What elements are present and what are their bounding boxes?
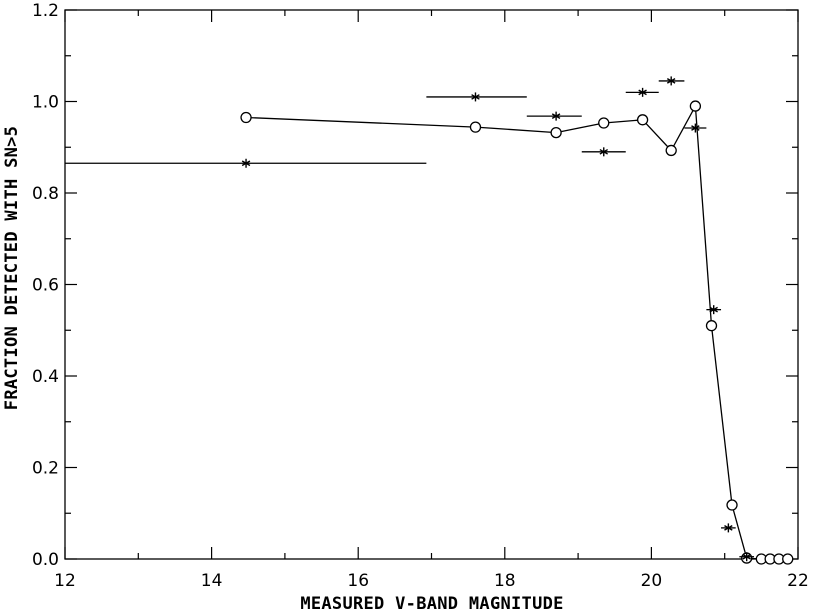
x-tick-label: 18 [494, 571, 516, 591]
x-axis-title: MEASURED V-BAND MAGNITUDE [300, 594, 563, 612]
asterisk-point [599, 147, 609, 157]
circle-point [636, 114, 649, 126]
circle-point [705, 320, 718, 332]
asterisk-stroke [709, 306, 718, 313]
y-tick-label: 1.0 [32, 93, 59, 113]
asterisk-point [742, 552, 751, 562]
y-axis-ticks [65, 9, 798, 560]
x-tick-label: 12 [54, 571, 76, 591]
y-tick-label: 0.4 [32, 367, 59, 387]
circle-series-markers [240, 100, 794, 565]
plot-frame [64, 9, 799, 560]
asterisk-point [691, 123, 700, 133]
asterisk-point [241, 158, 251, 168]
asterisk-stroke [638, 89, 647, 96]
x-tick-label: 22 [787, 571, 809, 591]
asterisk-series-markers [241, 76, 751, 562]
asterisk-stroke [551, 113, 561, 119]
asterisk-stroke [471, 94, 480, 100]
y-axis-title: FRACTION DETECTED WITH SN>5 [2, 126, 22, 410]
y-tick-label: 0.6 [32, 276, 59, 296]
circle-point [550, 126, 562, 139]
asterisk-point [666, 76, 676, 86]
x-tick-label: 16 [347, 571, 369, 591]
y-tick-label: 0.8 [32, 184, 59, 204]
circle-point [726, 499, 738, 511]
circle-point [240, 111, 252, 124]
x-tick-label: 20 [641, 571, 663, 591]
asterisk-point [724, 523, 733, 533]
circle-point [689, 100, 702, 112]
circle-point [469, 121, 482, 133]
y-axis-tick-labels: 0.0 0.2 0.4 0.6 0.8 1.0 1.2 [32, 1, 59, 570]
asterisk-stroke [691, 125, 700, 131]
y-tick-label: 0.2 [32, 459, 59, 479]
asterisk-series-error-bars [65, 80, 755, 558]
asterisk-stroke [599, 148, 609, 155]
asterisk-stroke [724, 525, 733, 531]
asterisk-point [551, 111, 561, 121]
circle-series-line [246, 103, 788, 560]
asterisk-point [709, 305, 718, 315]
circle-point [598, 117, 610, 129]
x-axis-tick-labels: 12 14 16 18 20 22 [54, 571, 809, 591]
asterisk-stroke [241, 160, 251, 167]
x-axis-ticks [64, 10, 799, 559]
asterisk-stroke [742, 553, 751, 560]
circle-point [782, 553, 794, 565]
circle-point [665, 144, 677, 157]
y-tick-label: 1.2 [32, 1, 59, 21]
x-tick-label: 14 [201, 571, 223, 591]
asterisk-point [471, 92, 480, 102]
y-tick-label: 0.0 [32, 550, 59, 570]
asterisk-point [638, 87, 647, 97]
series-connecting-line [246, 103, 788, 560]
asterisk-stroke [666, 78, 676, 84]
